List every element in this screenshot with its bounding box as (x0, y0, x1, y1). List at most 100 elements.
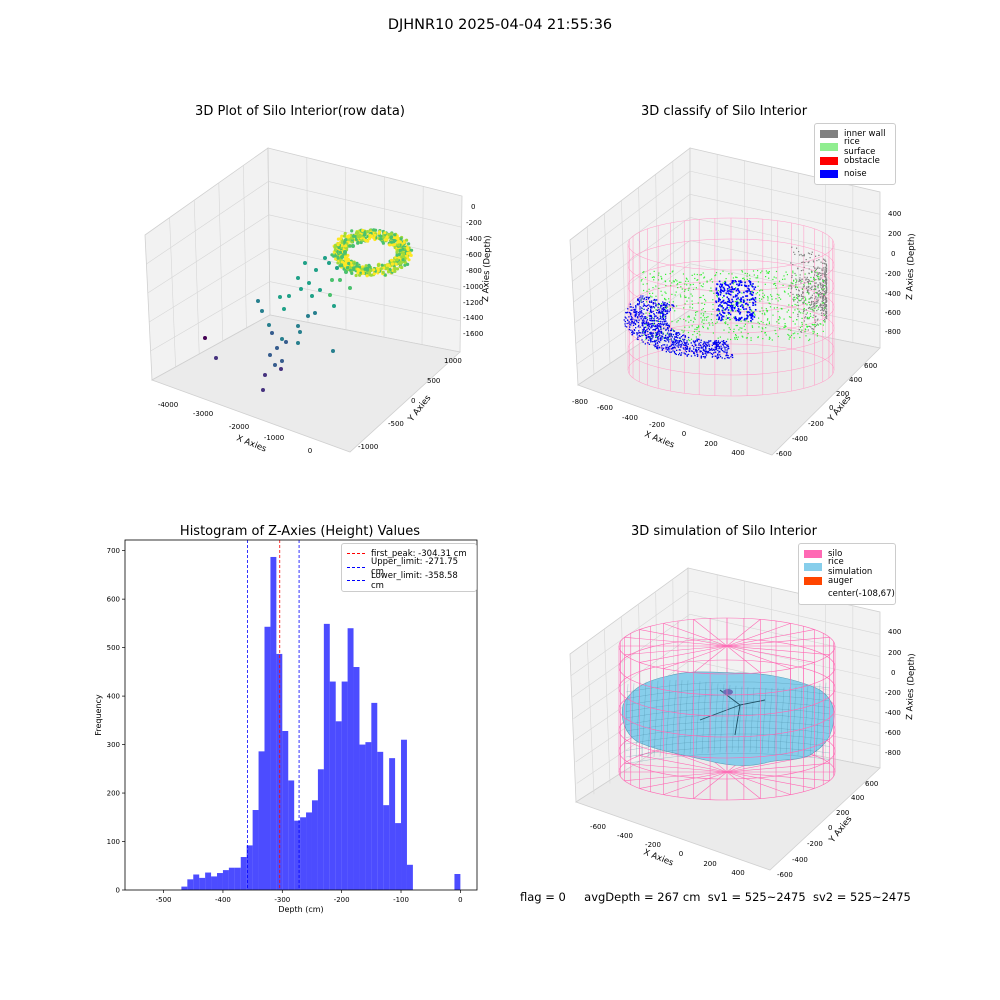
legend-label: rice surface (844, 137, 876, 158)
rice-surface-point (774, 329, 776, 332)
noise-point (698, 348, 700, 351)
rice-surface-point (751, 325, 753, 327)
legend-swatch (804, 549, 822, 558)
rice-surface-point (745, 319, 747, 321)
raw-point (381, 270, 385, 274)
noise-point (722, 299, 725, 302)
inner-wall-point (798, 295, 800, 297)
noise-point (650, 305, 653, 308)
inner-wall-point (798, 289, 800, 291)
inner-wall-point (813, 292, 815, 294)
rice-surface-point (804, 296, 806, 298)
depth-histogram[interactable]: -500 -400 -300 -200 -100 00100200300400500600… (90, 535, 490, 915)
noise-point (721, 343, 724, 345)
rice-surface-point (757, 321, 759, 323)
noise-point (715, 344, 718, 346)
rice-surface-point (697, 302, 699, 304)
noise-point (731, 282, 733, 284)
silo-spoke (639, 629, 728, 647)
rice-surface-point (668, 301, 671, 303)
inner-wall-point (807, 289, 809, 291)
surface-mesh-line (809, 684, 815, 757)
noise-point (643, 327, 645, 329)
noise-point (629, 306, 631, 308)
rice-surface-point (782, 284, 784, 286)
rice-surface-point (817, 324, 819, 326)
noise-point (750, 320, 752, 322)
inner-wall-point (817, 301, 819, 303)
legend-swatch (820, 156, 838, 165)
raw-point (401, 247, 405, 251)
inner-wall-point (825, 285, 828, 287)
rice-surface-point (728, 331, 730, 333)
rice-surface-point (689, 306, 691, 308)
histogram-bar (300, 817, 307, 890)
noise-point (640, 311, 642, 313)
noise-point (731, 304, 734, 307)
inner-wall-point (823, 259, 826, 261)
noise-point (652, 302, 654, 304)
raw-point (396, 248, 400, 252)
silo-spoke (726, 771, 791, 795)
rice-surface-point (650, 295, 652, 297)
silo-spoke (726, 645, 761, 673)
noise-point (638, 335, 641, 337)
noise-point (668, 325, 670, 327)
silo-spoke (639, 645, 728, 663)
raw-point (389, 258, 394, 262)
noise-point (731, 280, 734, 283)
noise-point (698, 344, 700, 346)
rice-surface-point (764, 332, 766, 334)
inner-wall-point (824, 291, 826, 293)
histogram-bar (365, 742, 372, 890)
noise-point (661, 308, 663, 311)
rice-surface-point (817, 278, 819, 280)
inner-wall-point (811, 328, 813, 330)
rice-surface-point (700, 296, 702, 298)
raw-y-tick: 1000 (444, 357, 462, 365)
noise-point (715, 300, 717, 303)
inner-wall-point (820, 305, 822, 307)
noise-point (657, 346, 659, 348)
rice-surface-point (736, 300, 738, 302)
avg-depth-text: avgDepth = 267 cm (584, 890, 701, 904)
inner-wall-point (807, 282, 809, 284)
noise-point (731, 287, 734, 290)
simulation-z-tick: 400 (888, 628, 901, 636)
noise-point (637, 299, 639, 302)
noise-point (642, 323, 644, 325)
inner-wall-point (807, 286, 809, 288)
rice-surface-point (685, 277, 687, 279)
rice-surface-point (641, 308, 643, 310)
inner-wall-point (825, 278, 827, 280)
raw-point (343, 250, 347, 254)
inner-wall-point (814, 303, 816, 305)
inner-wall-point (804, 276, 806, 278)
inner-wall-point (801, 255, 803, 257)
noise-point (651, 311, 653, 313)
noise-point (665, 320, 667, 322)
raw-z-tick: -1000 (463, 283, 483, 291)
classify-3d-plot[interactable]: -800 -600 -400 -200 0 200 400 X Axies -6… (560, 140, 935, 470)
rice-surface-point (751, 309, 753, 311)
rice-surface-point (697, 279, 699, 281)
rice-surface-point (768, 271, 770, 273)
rice-surface-point (685, 280, 687, 282)
raw-z-tick: -1600 (463, 330, 483, 338)
raw-data-3d-plot[interactable]: -4000 -3000 -2000 -1000 0 X Axies -1000 … (130, 130, 500, 460)
rice-surface-point (695, 336, 697, 338)
inner-wall-point (818, 306, 820, 308)
rice-surface-point (797, 296, 799, 298)
noise-point (637, 336, 639, 338)
rice-surface-point (761, 330, 763, 333)
rice-surface-point (768, 336, 771, 338)
rice-surface-point (802, 312, 804, 314)
rice-surface-point (805, 298, 807, 300)
noise-point (636, 321, 638, 323)
inner-wall-point (823, 306, 826, 308)
raw-point (395, 267, 400, 271)
simulation-3d-plot[interactable]: -600 -400 -200 0 200 400 X Axies -600 -4… (560, 560, 935, 880)
rice-surface-point (660, 275, 662, 278)
rice-surface-point (669, 305, 671, 307)
rice-surface-point (658, 272, 660, 274)
